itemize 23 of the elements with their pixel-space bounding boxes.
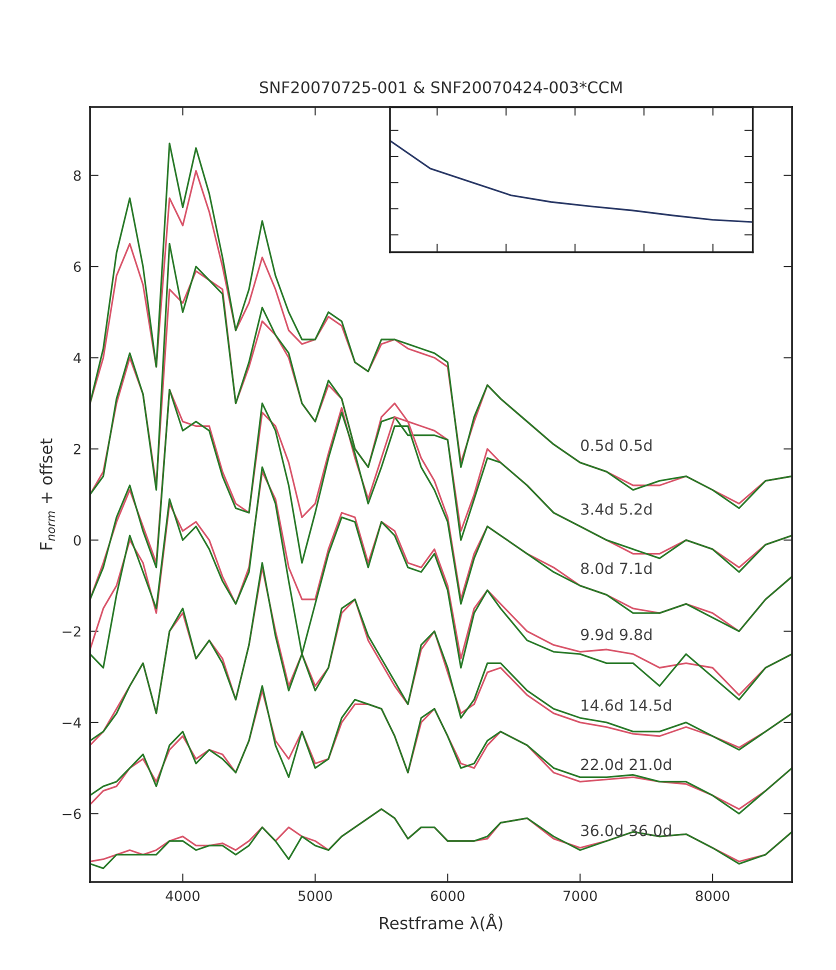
x-tick-label: 5000 <box>298 890 332 902</box>
y-axis-title: F$_{norm}$ + offset <box>40 438 56 550</box>
x-tick-label: 8000 <box>696 890 730 902</box>
annotation: 22.0d 21.0d <box>581 758 671 770</box>
annotation: 36.0d 36.0d <box>581 824 671 836</box>
x-tick-label: 7000 <box>564 890 597 902</box>
y-tick-label: −4 <box>62 718 81 728</box>
x-tick-label: 4000 <box>166 890 200 902</box>
annotation: 8.0d 7.1d <box>581 562 652 574</box>
y-tick-label: 8 <box>74 170 81 181</box>
x-axis-title: Restframe λ(Å) <box>380 914 502 932</box>
chart-title: SNF20070725-001 & SNF20070424-003*CCM <box>260 81 622 94</box>
y-tick-label: 2 <box>74 444 80 454</box>
annotation: 0.5d 0.5d <box>581 439 652 452</box>
y-tick-label: −6 <box>62 808 81 820</box>
y-tick-label: 0 <box>74 535 81 546</box>
annotation: 9.9d 9.8d <box>580 628 652 640</box>
x-tick-label: 6000 <box>430 890 464 902</box>
y-tick-label: 6 <box>74 262 81 272</box>
annotation: 3.4d 5.2d <box>581 503 652 515</box>
y-tick-label: 4 <box>74 352 81 364</box>
y-tick-label: −2 <box>62 626 80 637</box>
annotation: 14.6d 14.5d <box>582 699 671 711</box>
